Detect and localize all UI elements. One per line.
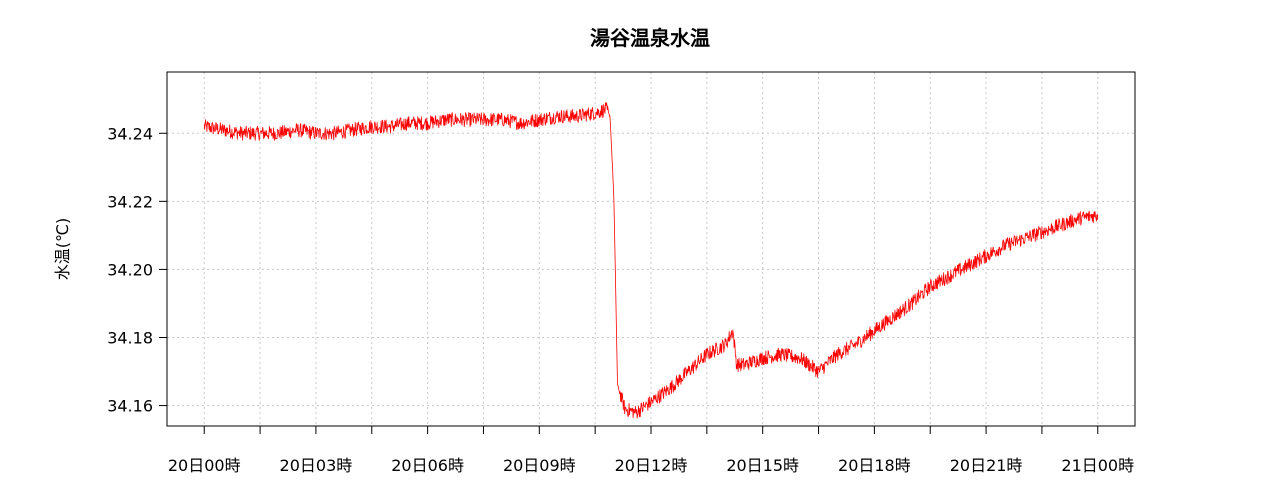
x-tick-label: 20日18時 [838, 456, 911, 475]
series-layer [203, 102, 1099, 419]
chart-title: 湯谷温泉水温 [590, 26, 710, 50]
x-tick-label: 20日21時 [950, 456, 1023, 475]
x-tick-label: 20日06時 [391, 456, 464, 475]
y-axis: 34.16 34.18 34.20 34.22 34.24 [107, 124, 167, 416]
x-tick-label: 20日12時 [615, 456, 688, 475]
y-axis-label: 水温(℃) [53, 218, 72, 280]
y-tick-label: 34.16 [107, 397, 153, 416]
x-tick-label: 20日03時 [280, 456, 353, 475]
x-axis: 20日00時 20日03時 20日06時 20日09時 20日12時 20日15時 20日1… [168, 426, 1134, 475]
grid-layer [167, 72, 1135, 426]
x-tick-label: 20日15時 [726, 456, 799, 475]
series-line [203, 102, 1099, 419]
y-tick-label: 34.22 [107, 192, 153, 211]
x-tick-label: 21日00時 [1061, 456, 1134, 475]
x-tick-label: 20日09時 [503, 456, 576, 475]
y-tick-label: 34.20 [107, 260, 153, 279]
y-tick-label: 34.18 [107, 329, 153, 348]
y-tick-label: 34.24 [107, 124, 153, 143]
x-tick-label: 20日00時 [168, 456, 241, 475]
